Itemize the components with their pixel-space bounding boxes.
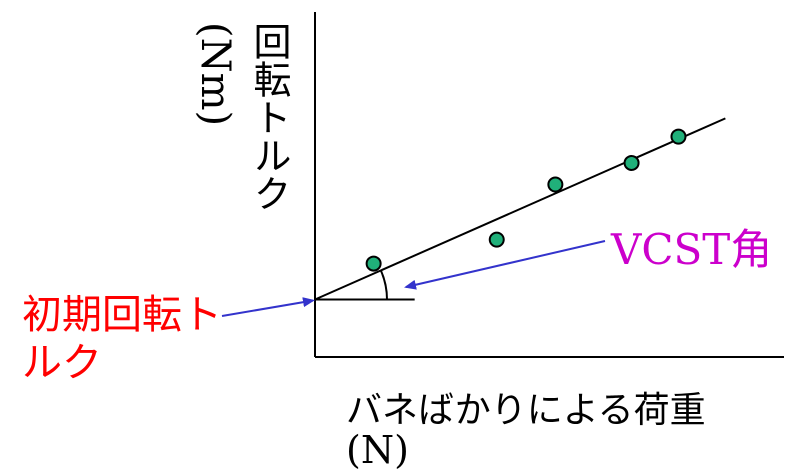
vcst-angle-arc bbox=[379, 270, 388, 300]
data-point bbox=[670, 128, 687, 145]
fit-line bbox=[314, 117, 726, 301]
annotation-layer bbox=[221, 240, 606, 317]
data-point bbox=[623, 154, 640, 171]
initial-torque-arrow bbox=[221, 297, 315, 317]
vcst-angle-annotation: VCST角 bbox=[611, 225, 773, 274]
initial-torque-annotation: 初期回転トルク bbox=[22, 292, 222, 386]
data-point bbox=[547, 176, 564, 193]
data-point bbox=[488, 231, 505, 248]
y-axis-unit-label: (Nm) bbox=[192, 22, 238, 127]
x-axis-unit-label: (N) bbox=[346, 428, 409, 472]
data-points-layer bbox=[365, 128, 687, 272]
y-axis-label: 回転トルク bbox=[247, 22, 291, 212]
vcst-angle-arrow bbox=[404, 240, 606, 290]
x-axis-label: バネばかりによる荷重 bbox=[346, 390, 706, 431]
fit-line-layer bbox=[314, 117, 726, 301]
data-point bbox=[365, 255, 382, 272]
